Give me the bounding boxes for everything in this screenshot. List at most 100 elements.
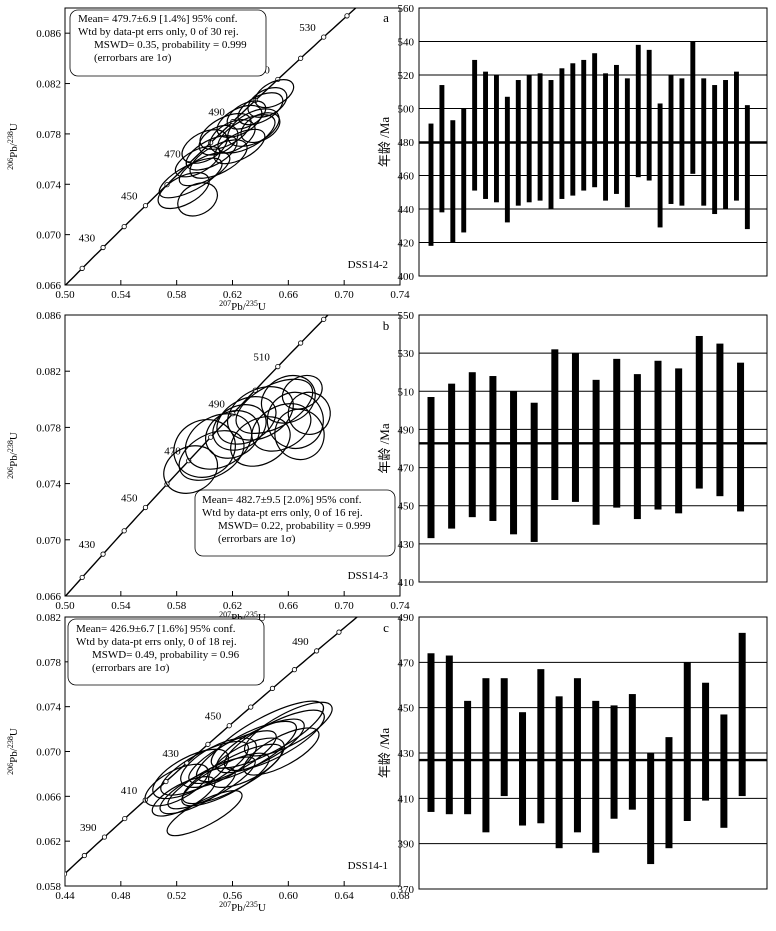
concordia-age-marker xyxy=(142,504,149,511)
concordia-age-label: 430 xyxy=(79,539,96,551)
concordia-age-marker xyxy=(291,667,298,673)
y-tick-label: 0.082 xyxy=(36,366,61,378)
age-bar xyxy=(461,108,467,233)
x-tick-label: 0.66 xyxy=(279,600,299,612)
age-bar xyxy=(690,41,696,174)
error-ellipse xyxy=(184,413,253,470)
x-tick-label: 0.60 xyxy=(279,890,299,902)
y-tick-label: 510 xyxy=(398,386,415,398)
x-tick-label: 0.52 xyxy=(167,890,186,902)
age-bar xyxy=(482,678,490,833)
concordia-age-marker xyxy=(275,363,281,370)
concordia-age-marker xyxy=(81,852,87,859)
y-tick-label: 400 xyxy=(398,271,415,283)
age-bar xyxy=(665,737,673,849)
age-bar xyxy=(744,105,750,230)
error-ellipse xyxy=(251,403,312,452)
age-bar xyxy=(720,714,728,828)
error-ellipse xyxy=(235,378,314,434)
stats-line: (errorbars are 1σ) xyxy=(218,533,296,545)
concordia-curve xyxy=(65,8,357,285)
sample-name: DSS14-2 xyxy=(348,259,388,271)
concordia-age-marker xyxy=(121,528,127,534)
x-tick-label: 0.58 xyxy=(167,289,187,301)
age-bar xyxy=(613,358,621,508)
error-ellipse xyxy=(210,700,325,769)
error-ellipse xyxy=(159,767,236,815)
concordia-curve xyxy=(65,315,329,596)
plot-frame xyxy=(418,314,768,583)
age-bar xyxy=(559,68,565,199)
y-tick-label: 530 xyxy=(398,348,415,360)
age-bar xyxy=(675,368,683,514)
concordia-age-label: 450 xyxy=(121,191,138,203)
age-bar xyxy=(510,391,518,535)
concordia-age-label: 490 xyxy=(208,399,225,411)
concordia-age-marker xyxy=(313,648,320,654)
y-tick-label: 460 xyxy=(398,171,415,183)
y-tick-label: 450 xyxy=(398,501,415,513)
y-tick-label: 0.070 xyxy=(36,230,61,242)
age-bar xyxy=(723,80,728,210)
x-tick-label: 0.54 xyxy=(111,289,131,301)
y-tick-label: 0.058 xyxy=(36,881,61,893)
sample-name: DSS14-3 xyxy=(348,570,389,582)
x-tick-label: 0.50 xyxy=(55,289,75,301)
stats-line: MSWD= 0.22, probability = 0.999 xyxy=(218,520,371,532)
panel-letter: a xyxy=(383,10,389,25)
error-ellipse xyxy=(178,152,231,187)
x-tick-label: 0.64 xyxy=(335,890,355,902)
age-bar xyxy=(592,53,598,188)
stats-line: (errorbars are 1σ) xyxy=(94,52,172,64)
stats-line: (errorbars are 1σ) xyxy=(92,662,170,674)
concordia-age-label: 450 xyxy=(121,492,138,504)
concordia-age-marker xyxy=(205,741,211,747)
concordia-age-label: 470 xyxy=(164,149,181,161)
concordia-age-label: 510 xyxy=(253,352,270,364)
age-bar xyxy=(712,85,718,215)
stats-line: Mean= 479.7±6.9 [1.4%] 95% conf. xyxy=(78,13,238,25)
stats-box xyxy=(69,9,267,77)
plot-frame xyxy=(418,616,768,890)
error-ellipse xyxy=(230,416,291,467)
y-tick-label: 0.070 xyxy=(36,535,61,547)
age-bar xyxy=(483,71,488,199)
stats-line: MSWD= 0.49, probability = 0.96 xyxy=(92,649,240,661)
x-axis-label: 207Pb/235U xyxy=(219,299,266,313)
x-tick-label: 0.66 xyxy=(279,289,299,301)
concordia-age-marker xyxy=(359,611,363,615)
y-axis-label: 206Pb/238U xyxy=(6,123,20,170)
error-ellipse xyxy=(198,124,239,156)
age-bar xyxy=(494,75,499,203)
age-bar xyxy=(668,75,674,204)
concordia-age-marker xyxy=(100,551,106,557)
x-tick-label: 0.58 xyxy=(167,600,187,612)
age-bar xyxy=(468,372,476,518)
concordia-age-marker xyxy=(79,574,85,581)
error-ellipse xyxy=(181,752,270,807)
x-tick-label: 0.62 xyxy=(223,600,242,612)
concordia-age-label: 450 xyxy=(205,711,222,723)
age-bar xyxy=(657,103,663,228)
error-ellipse xyxy=(254,78,295,109)
age-bar xyxy=(570,63,576,196)
concordia-age-marker xyxy=(122,815,128,822)
age-bar xyxy=(504,96,510,223)
concordia-age-marker xyxy=(298,55,304,61)
y-tick-label: 0.074 xyxy=(36,702,61,714)
y-tick-label: 0.082 xyxy=(36,79,61,91)
age-bar xyxy=(635,44,641,178)
error-ellipse xyxy=(217,114,276,154)
age-bar xyxy=(573,678,581,833)
concordia-age-label: 430 xyxy=(162,748,179,760)
age-bar xyxy=(445,655,453,815)
error-ellipse xyxy=(212,404,267,451)
y-tick-label: 370 xyxy=(398,884,415,896)
age-bar xyxy=(610,705,618,819)
y-tick-label: 480 xyxy=(398,137,415,149)
age-bar xyxy=(571,353,579,502)
y-tick-label: 390 xyxy=(398,839,415,851)
age-bar xyxy=(548,80,554,210)
concordia-age-marker xyxy=(321,316,327,322)
error-ellipse xyxy=(213,128,266,165)
